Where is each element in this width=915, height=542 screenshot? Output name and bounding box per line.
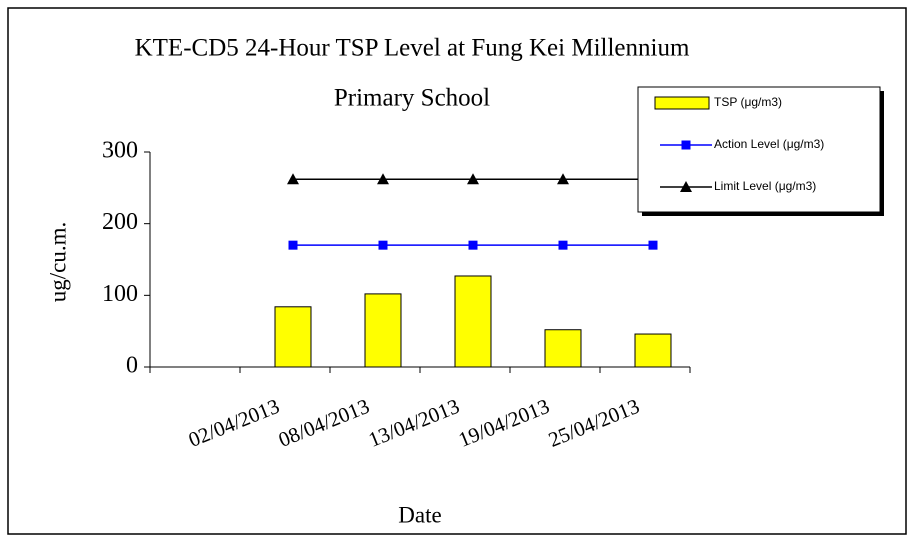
y-tick-label: 300 [102,138,138,164]
line-marker [288,240,298,250]
legend-marker [680,181,692,192]
legend: TSP (μg/m3) Action Level (μg/m3) Limit Lev… [637,86,884,216]
bar [454,275,492,368]
y-axis-label: ug/cu.m. [45,222,70,303]
y-tick-label: 0 [126,353,138,379]
legend-marker [681,140,691,150]
line-marker [558,240,568,250]
legend-label: Limit Level (μg/m3) [714,179,816,193]
legend-label: Action Level (μg/m3) [714,137,824,151]
legend-marker-shape [681,140,691,150]
bar [274,306,312,368]
legend-marker-shape [680,181,692,192]
chart-title: Primary School [334,85,490,112]
line-marker [648,240,658,250]
line-marker [378,240,388,250]
line-marker [557,173,569,185]
line-marker [468,240,478,250]
bar [634,333,672,368]
y-tick-label: 100 [102,281,138,307]
line-marker [467,173,479,185]
line-marker [287,173,299,185]
legend-swatch [654,96,710,110]
bar [544,329,582,368]
legend-label: TSP (μg/m3) [714,95,782,109]
bar [364,293,402,368]
chart-title: KTE-CD5 24-Hour TSP Level at Fung Kei Mi… [135,35,690,62]
y-tick-label: 200 [102,209,138,235]
x-axis-label: Date [398,502,441,527]
line-marker [377,173,389,185]
